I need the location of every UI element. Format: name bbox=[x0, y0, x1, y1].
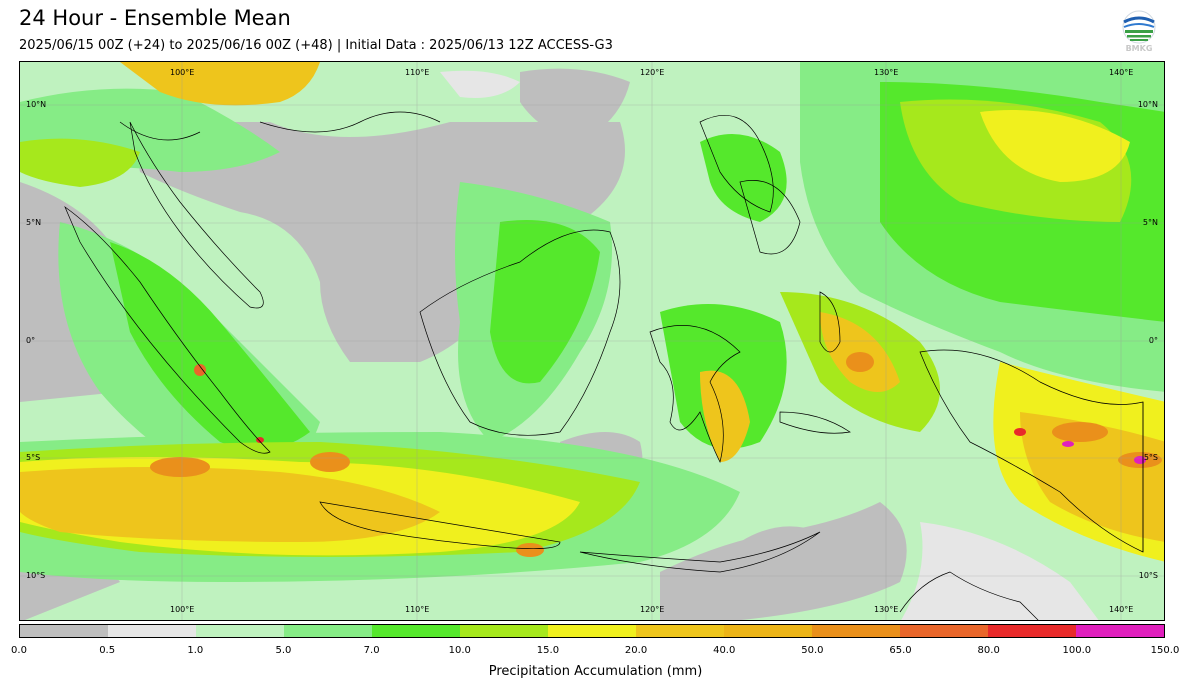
lon-label-top: 120°E bbox=[640, 68, 665, 77]
colorbar-tick-label: 150.0 bbox=[1150, 645, 1180, 656]
colorbar-tick-label: 40.0 bbox=[713, 645, 736, 656]
colorbar-segment bbox=[372, 625, 460, 637]
precipitation-field bbox=[20, 62, 1164, 620]
colorbar-tick-label: 1.0 bbox=[187, 645, 204, 656]
colorbar-tick-label: 7.0 bbox=[363, 645, 380, 656]
precipitation-map: 100°E 110°E 120°E 130°E 140°E 100°E 110°… bbox=[19, 61, 1165, 621]
colorbar-segment bbox=[196, 625, 284, 637]
lat-label-right: 0° bbox=[1148, 336, 1158, 345]
lat-label-left: 5°N bbox=[26, 218, 42, 227]
lat-label-left: 0° bbox=[26, 336, 36, 345]
colorbar-segment bbox=[812, 625, 900, 637]
lon-label-bottom: 130°E bbox=[874, 605, 899, 614]
colorbar-segment bbox=[20, 625, 108, 637]
lat-label-right: 5°S bbox=[1143, 453, 1158, 462]
colorbar-tick-label: 50.0 bbox=[801, 645, 824, 656]
lon-label-top: 110°E bbox=[405, 68, 430, 77]
colorbar-segment bbox=[636, 625, 724, 637]
colorbar-tick-label: 10.0 bbox=[448, 645, 471, 656]
lat-label-left: 10°N bbox=[26, 100, 47, 109]
colorbar-label: Precipitation Accumulation (mm) bbox=[488, 664, 703, 679]
colorbar-segment bbox=[988, 625, 1076, 637]
colorbar-segment bbox=[460, 625, 548, 637]
colorbar-tick-label: 80.0 bbox=[977, 645, 1000, 656]
lon-label-bottom: 110°E bbox=[405, 605, 430, 614]
lat-label-right: 10°S bbox=[1138, 571, 1158, 580]
lat-label-left: 10°S bbox=[26, 571, 46, 580]
lon-label-bottom: 140°E bbox=[1109, 605, 1134, 614]
colorbar-tick-label: 65.0 bbox=[889, 645, 912, 656]
colorbar-segment bbox=[724, 625, 812, 637]
colorbar-tick-label: 15.0 bbox=[536, 645, 560, 656]
colorbar-tick-label: 20.0 bbox=[624, 645, 648, 656]
colorbar-segment bbox=[1076, 625, 1164, 637]
map-subtitle: 2025/06/15 00Z (+24) to 2025/06/16 00Z (… bbox=[19, 38, 613, 53]
lat-label-left: 5°S bbox=[26, 453, 41, 462]
colorbar-segment bbox=[284, 625, 372, 637]
lon-label-top: 100°E bbox=[170, 68, 195, 77]
colorbar-tick-label: 5.0 bbox=[275, 645, 292, 656]
colorbar-tick-label: 0.0 bbox=[11, 645, 27, 656]
colorbar-segment bbox=[548, 625, 636, 637]
lon-label-bottom: 100°E bbox=[170, 605, 195, 614]
logo-text: BMKG bbox=[1125, 44, 1153, 53]
precipitation-colorbar bbox=[19, 624, 1165, 638]
colorbar-segment bbox=[900, 625, 988, 637]
colorbar-segment bbox=[108, 625, 196, 637]
bmkg-logo-icon: BMKG bbox=[1120, 10, 1158, 56]
lat-label-right: 5°N bbox=[1142, 218, 1158, 227]
colorbar-tick-label: 0.5 bbox=[99, 645, 116, 656]
lon-label-top: 140°E bbox=[1109, 68, 1134, 77]
lon-label-bottom: 120°E bbox=[640, 605, 665, 614]
lon-label-top: 130°E bbox=[874, 68, 899, 77]
map-title: 24 Hour - Ensemble Mean bbox=[19, 6, 291, 30]
colorbar-tick-label: 100.0 bbox=[1062, 645, 1092, 656]
lat-label-right: 10°N bbox=[1137, 100, 1158, 109]
